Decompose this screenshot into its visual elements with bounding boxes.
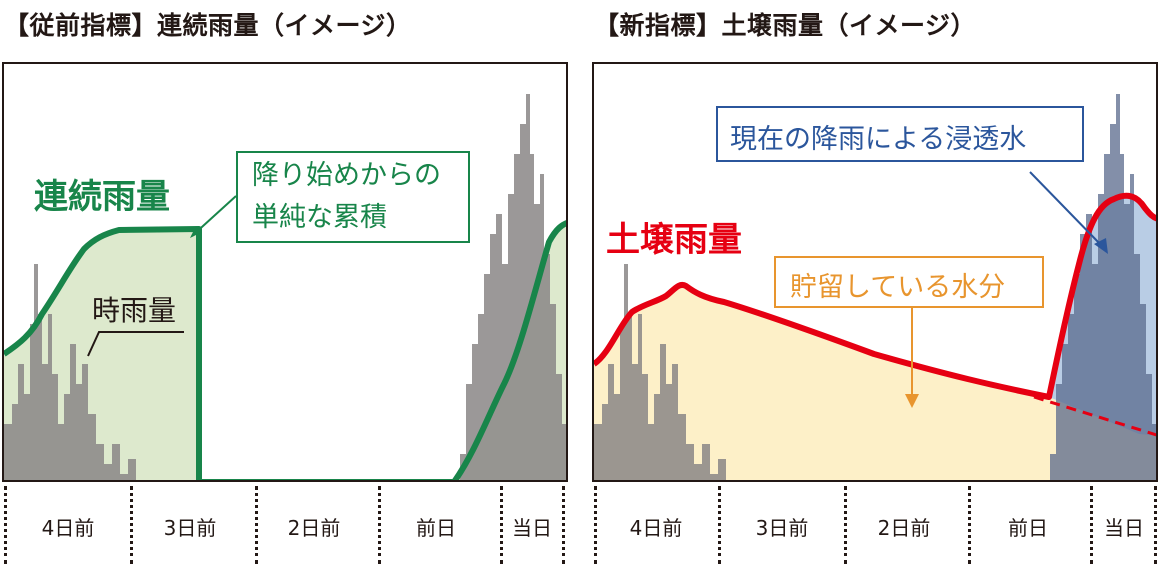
soil-rainfall-label: 土壌雨量 xyxy=(606,220,742,260)
left-axis-divider-1 xyxy=(4,486,7,564)
left-chart-panel: 連続雨量 時雨量 降り始めからの 単純な累積 xyxy=(2,62,568,482)
storage-callout-arrowhead xyxy=(905,394,919,408)
right-day-label: 当日 xyxy=(1104,516,1144,540)
right-axis-divider-2 xyxy=(718,486,721,564)
left-axis-divider-4 xyxy=(378,486,381,564)
left-axis-divider-3 xyxy=(255,486,258,564)
right-day-label: 前日 xyxy=(1008,516,1048,540)
left-chart-svg xyxy=(4,94,566,480)
left-day-label: 2日前 xyxy=(287,516,341,540)
left-callout-line2: 単純な累積 xyxy=(252,202,387,233)
left-day-label: 当日 xyxy=(512,516,552,540)
left-day-label: 3日前 xyxy=(163,516,217,540)
storage-callout-box: 貯留している水分 xyxy=(774,256,1044,308)
left-callout-line1: 降り始めからの xyxy=(252,160,441,191)
right-chart-svg xyxy=(594,94,1156,480)
left-callout-arrowhead xyxy=(190,226,202,238)
right-day-label: 2日前 xyxy=(877,516,931,540)
left-callout-box: 降り始めからの 単純な累積 xyxy=(236,151,470,243)
left-axis-divider-5 xyxy=(500,486,503,564)
top-callout-box: 現在の降雨による浸透水 xyxy=(716,106,1084,162)
right-axis-divider-4 xyxy=(968,486,971,564)
left-axis-divider-2 xyxy=(130,486,133,564)
left-panel-title: 【従前指標】連続雨量（イメージ） xyxy=(4,11,412,40)
right-axis-divider-6 xyxy=(1154,486,1157,564)
hourly-rainfall-bars-late xyxy=(460,94,566,480)
top-callout-pointer xyxy=(1029,171,1103,247)
top-callout-text: 現在の降雨による浸透水 xyxy=(730,124,1027,155)
right-chart-panel: 土壌雨量 現在の降雨による浸透水 貯留している水分 xyxy=(592,62,1158,482)
left-axis-divider-6 xyxy=(562,486,565,564)
left-day-label: 前日 xyxy=(416,516,456,540)
right-axis-divider-3 xyxy=(844,486,847,564)
storage-callout-text: 貯留している水分 xyxy=(790,272,1006,303)
top-callout-arrowhead xyxy=(1094,238,1108,254)
right-axis-divider-5 xyxy=(1090,486,1093,564)
right-day-label: 3日前 xyxy=(755,516,809,540)
hourly-rainfall-label: 時雨量 xyxy=(92,294,177,327)
soil-rainfall-line xyxy=(594,192,1156,400)
right-panel-title: 【新指標】土壌雨量（イメージ） xyxy=(594,11,977,40)
left-day-label: 4日前 xyxy=(41,516,95,540)
stored-water-area xyxy=(594,285,1156,480)
continuous-rainfall-line xyxy=(4,220,566,480)
right-day-label: 4日前 xyxy=(629,516,683,540)
continuous-rainfall-label: 連続雨量 xyxy=(34,177,170,217)
stored-water-dashed-line xyxy=(1033,395,1156,437)
right-axis-divider-1 xyxy=(594,486,597,564)
hourly-rainfall-bars-late xyxy=(1050,94,1156,480)
hourly-label-leader xyxy=(87,331,184,357)
